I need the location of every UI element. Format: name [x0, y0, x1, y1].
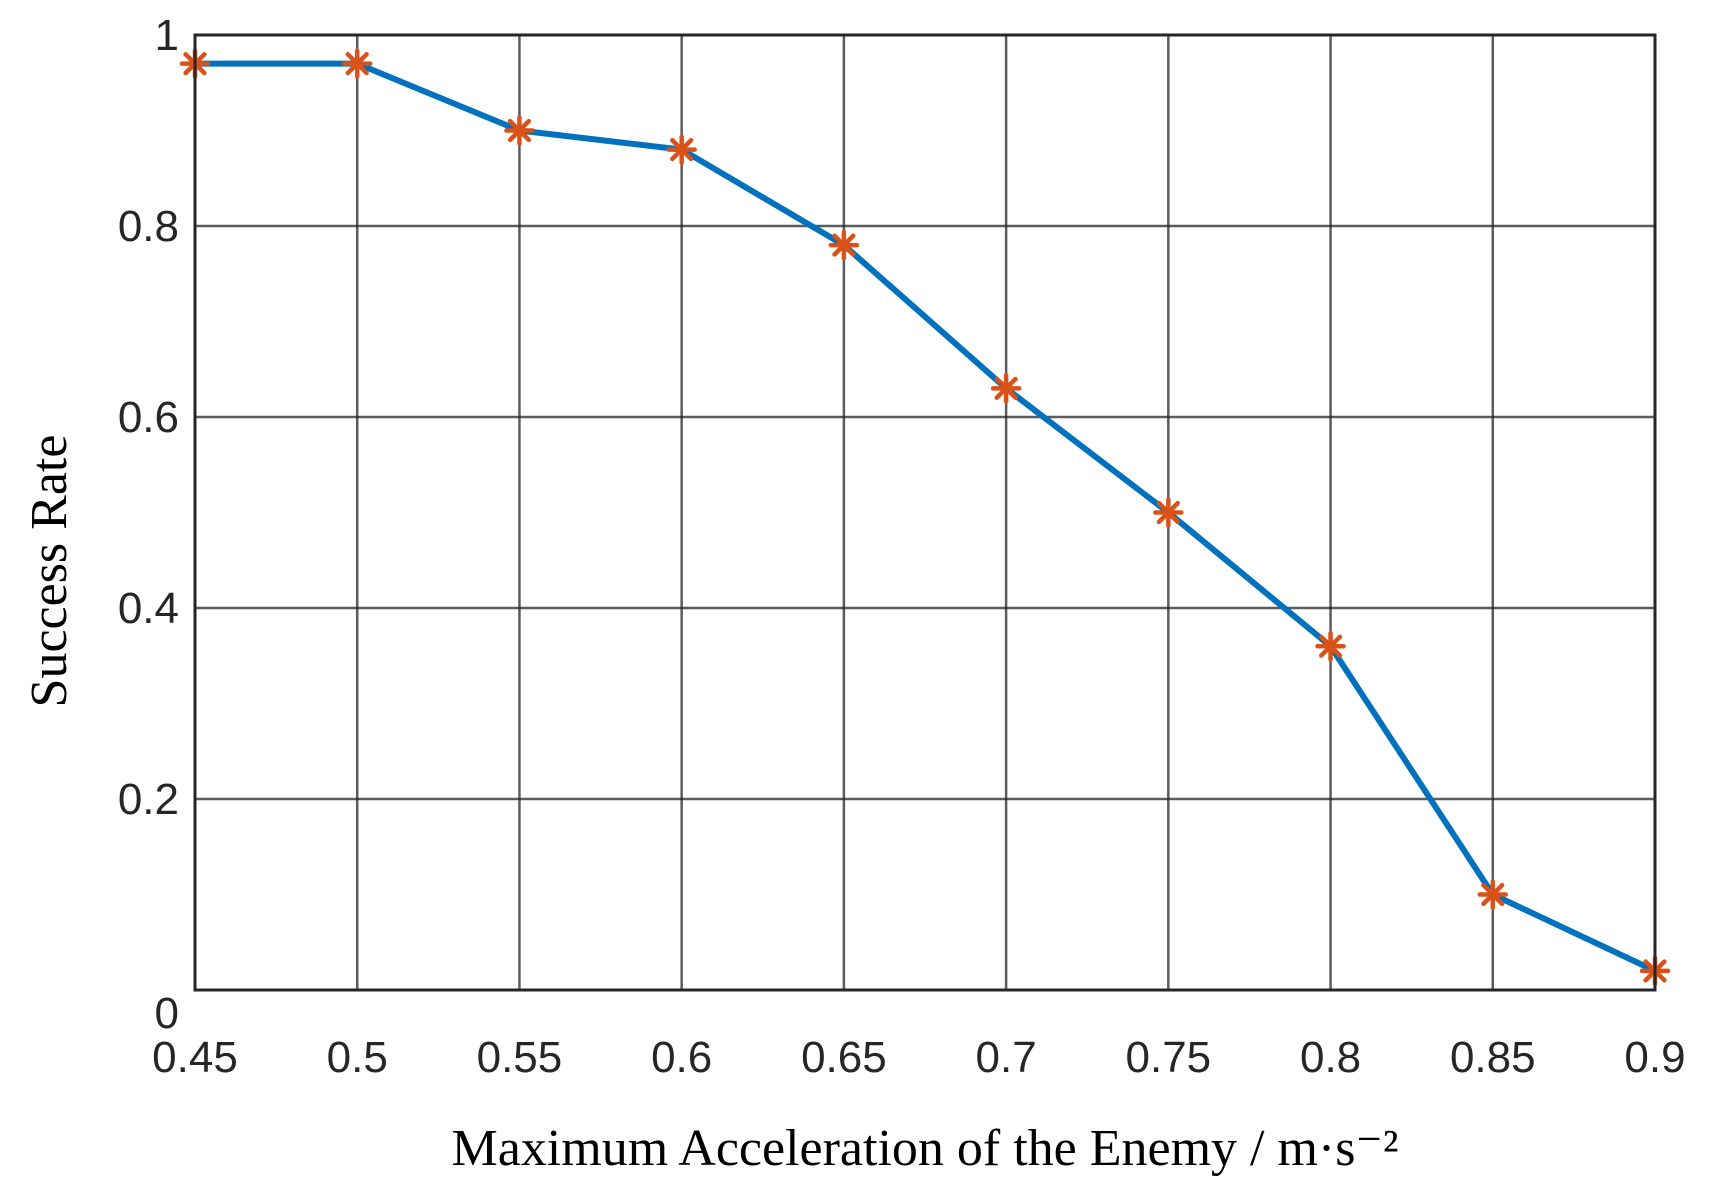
y-tick-labels: 0 0.2 0.4 0.6 0.8 1 [118, 11, 179, 1038]
y-tick-label: 1 [155, 11, 179, 60]
data-point-marker [1153, 497, 1184, 528]
data-point-marker [341, 48, 373, 79]
plot-background [195, 35, 1655, 990]
x-tick-label: 0.5 [327, 1033, 388, 1082]
series-layer [179, 48, 1671, 987]
y-tick-label: 0 [155, 989, 179, 1038]
series-line [195, 60, 1657, 974]
x-tick-label: 0.55 [477, 1033, 563, 1082]
x-tick-label: 0.6 [651, 1033, 712, 1082]
data-point-marker [990, 373, 1022, 404]
y-tick-label: 0.4 [118, 584, 179, 633]
x-tick-label: 0.9 [1624, 1033, 1685, 1082]
y-axis-title: Success Rate [21, 435, 78, 708]
data-point-marker [1315, 630, 1346, 662]
axes-box [193, 33, 1657, 992]
x-tick-label: 0.65 [801, 1033, 887, 1082]
x-tick-labels: 0.45 0.5 0.55 0.6 0.65 0.7 0.75 0.8 0.85 0.9 [152, 1033, 1685, 1082]
x-tick-label: 0.45 [152, 1033, 238, 1082]
data-point-marker [666, 134, 697, 165]
y-tick-label: 0.6 [118, 393, 179, 442]
x-tick-label: 0.7 [976, 1033, 1037, 1082]
data-point-marker [504, 115, 535, 146]
y-tick-label: 0.2 [118, 775, 179, 824]
y-tick-label: 0.8 [118, 202, 179, 251]
x-tick-label: 0.75 [1126, 1033, 1212, 1082]
x-tick-label: 0.8 [1300, 1033, 1361, 1082]
x-tick-label: 0.85 [1450, 1033, 1536, 1082]
x-axis-title: Maximum Acceleration of the Enemy / m·s⁻… [451, 1120, 1398, 1177]
data-point-marker [828, 229, 860, 261]
data-point-marker [1477, 879, 1509, 910]
